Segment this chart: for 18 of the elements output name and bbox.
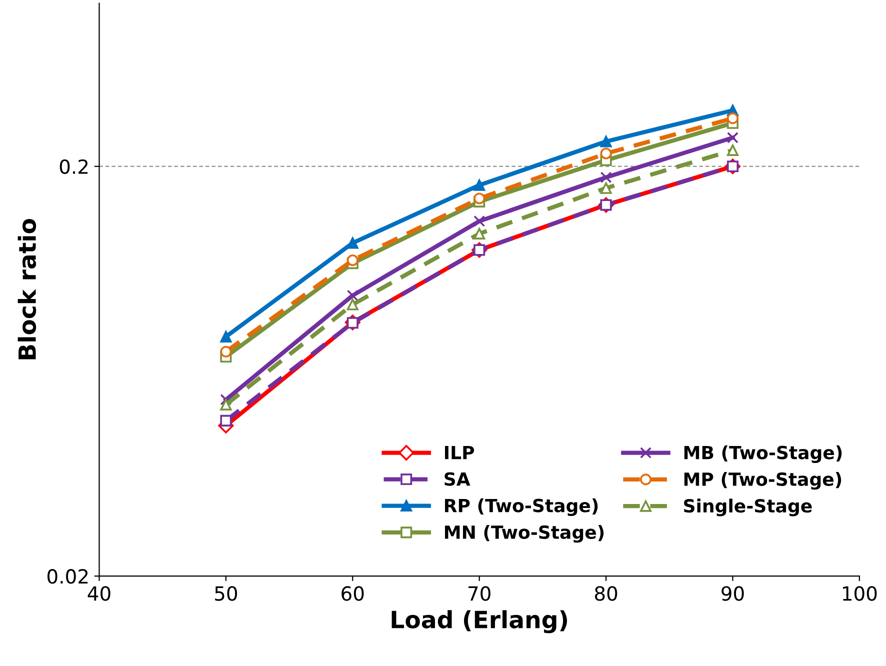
y-tick-label: 0.02 xyxy=(48,569,88,584)
legend-label: Single-Stage xyxy=(684,498,812,516)
legend-label: MB (Two-Stage) xyxy=(684,445,842,464)
x-tick-label: 80 xyxy=(594,586,618,601)
y-tick-label: 0.2 xyxy=(60,159,88,174)
y-axis-title: Block ratio xyxy=(18,219,36,360)
legend-label: RP (Two-Stage) xyxy=(445,498,598,516)
x-tick-label: 40 xyxy=(88,586,110,601)
x-axis-title: Load (Erlang) xyxy=(392,610,568,634)
legend-label: ILP xyxy=(445,446,474,460)
legend-label: MN (Two-Stage) xyxy=(445,525,604,543)
legend-label: SA xyxy=(444,472,470,486)
x-tick-label: 70 xyxy=(468,586,490,601)
x-tick-label: 90 xyxy=(722,586,744,601)
x-tick-label: 100 xyxy=(843,586,877,601)
legend-label: MP (Two-Stage) xyxy=(684,472,842,490)
x-tick-label: 50 xyxy=(215,586,238,601)
x-tick-label: 60 xyxy=(342,586,364,601)
